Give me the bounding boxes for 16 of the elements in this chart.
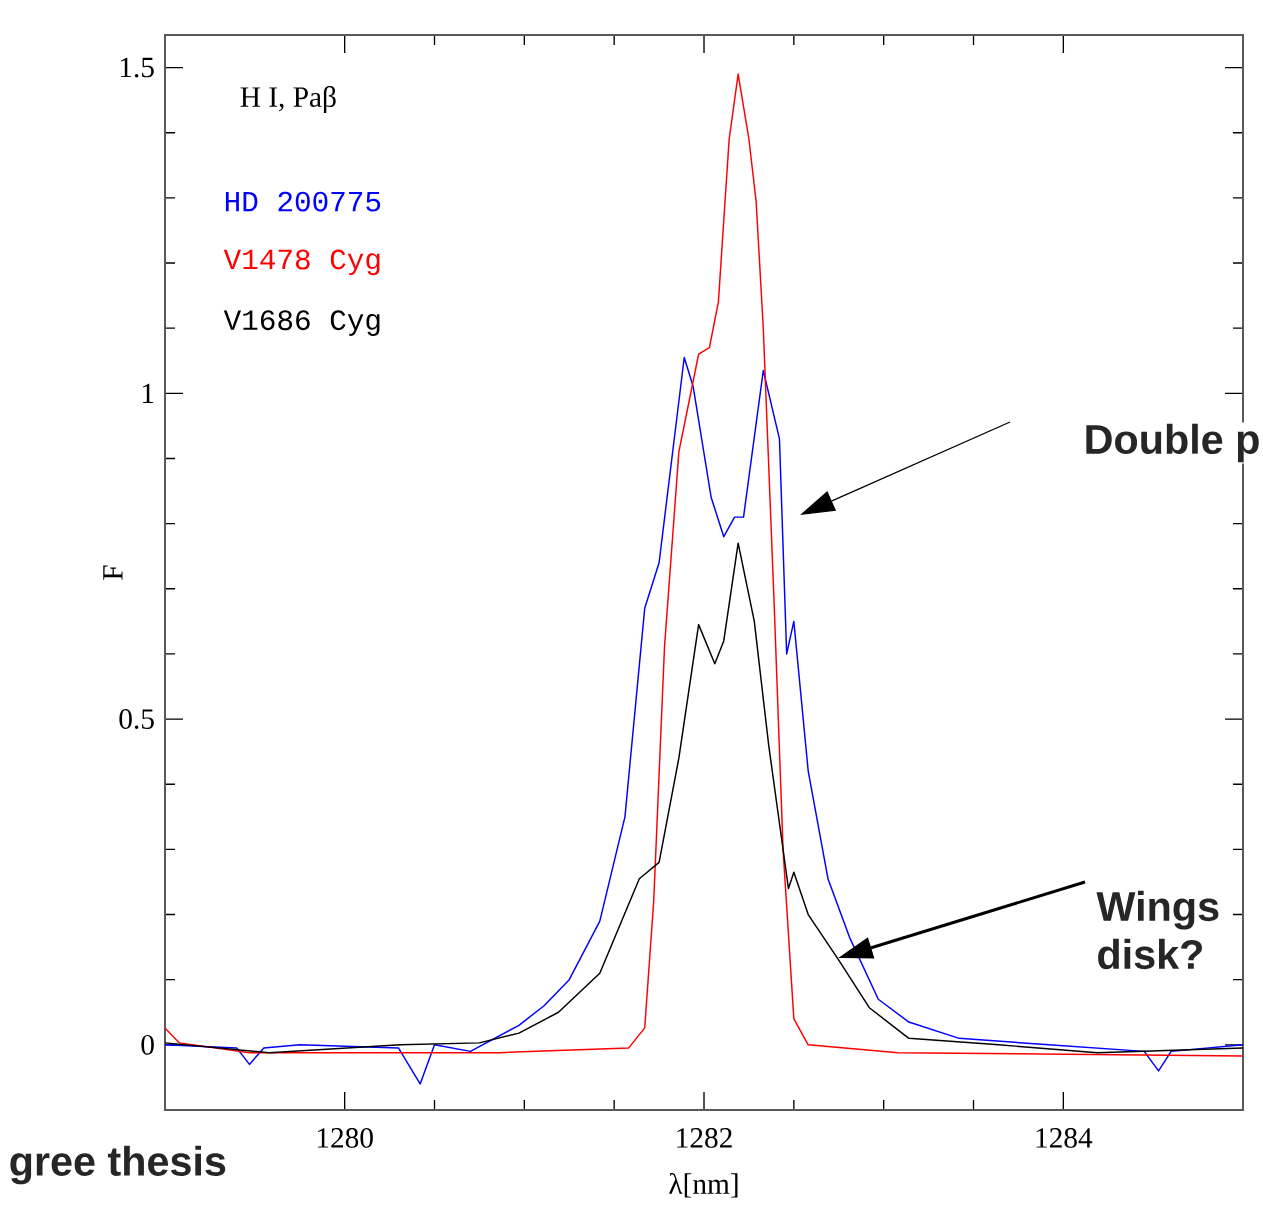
text: V1478 Cyg: [223, 249, 380, 276]
y-tick-label: 1.5: [120, 57, 154, 78]
y-tick-label: 0: [141, 1034, 154, 1055]
text: V1686 Cyg: [223, 310, 380, 336]
text: gree thesis: [10, 1145, 226, 1185]
x-tick-label: 1284: [1036, 1128, 1093, 1148]
x-tick-label: 1282: [677, 1128, 732, 1148]
text: HD 200775: [225, 191, 381, 212]
annotation: Double p: [1086, 423, 1259, 463]
text: H I, Paβ: [240, 86, 336, 113]
x-tick-label: 1280: [317, 1128, 373, 1148]
x-axis-title: λ[nm]: [669, 1172, 738, 1198]
y-tick-label: 1: [142, 383, 154, 404]
y-tick-label: 0.5: [119, 709, 154, 730]
y-axis-title: F: [103, 565, 123, 580]
annotation: Wings disk?: [1096, 890, 1219, 970]
